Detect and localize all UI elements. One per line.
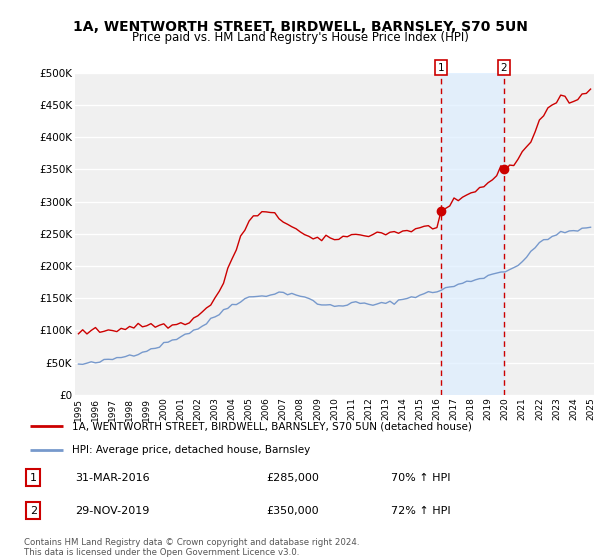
Text: 29-NOV-2019: 29-NOV-2019: [75, 506, 149, 516]
Text: 70% ↑ HPI: 70% ↑ HPI: [391, 473, 450, 483]
Text: 1A, WENTWORTH STREET, BIRDWELL, BARNSLEY, S70 5UN: 1A, WENTWORTH STREET, BIRDWELL, BARNSLEY…: [73, 20, 527, 34]
Text: 31-MAR-2016: 31-MAR-2016: [75, 473, 149, 483]
Text: 72% ↑ HPI: 72% ↑ HPI: [391, 506, 450, 516]
Bar: [441, 73, 504, 395]
Text: 1: 1: [29, 473, 37, 483]
Text: Contains HM Land Registry data © Crown copyright and database right 2024.
This d: Contains HM Land Registry data © Crown c…: [24, 538, 359, 557]
Text: 2: 2: [29, 506, 37, 516]
Text: Price paid vs. HM Land Registry's House Price Index (HPI): Price paid vs. HM Land Registry's House …: [131, 31, 469, 44]
Text: £350,000: £350,000: [266, 506, 319, 516]
Text: 1: 1: [438, 63, 445, 73]
Text: 1A, WENTWORTH STREET, BIRDWELL, BARNSLEY, S70 5UN (detached house): 1A, WENTWORTH STREET, BIRDWELL, BARNSLEY…: [72, 421, 472, 431]
Text: £285,000: £285,000: [266, 473, 319, 483]
Text: 2: 2: [500, 63, 507, 73]
Text: HPI: Average price, detached house, Barnsley: HPI: Average price, detached house, Barn…: [72, 445, 310, 455]
